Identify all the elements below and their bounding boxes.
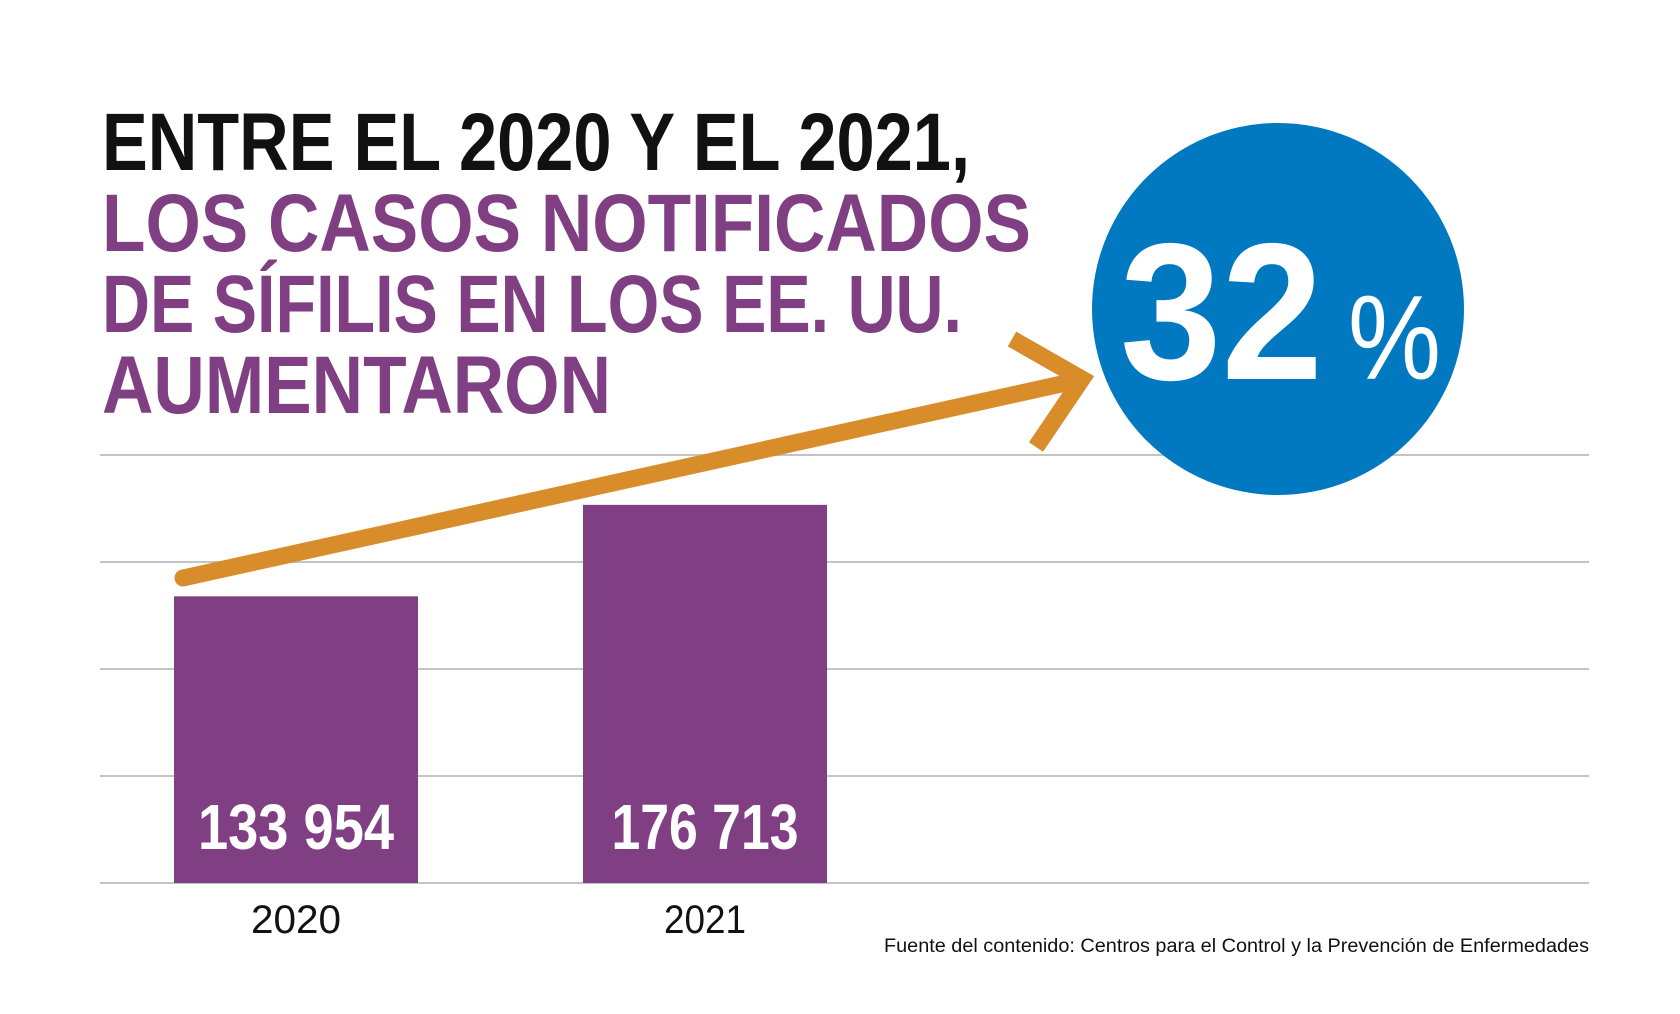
title-line-1: ENTRE EL 2020 Y EL 2021, (102, 97, 970, 188)
bars: 133 954 2020 176 713 2021 (174, 504, 827, 942)
percent-sign: % (1348, 271, 1441, 405)
bar-value-label: 176 713 (612, 791, 799, 863)
bar-2020 (174, 596, 418, 883)
title-line-4: AUMENTARON (102, 340, 611, 431)
title-line-3: DE SÍFILIS EN LOS EE. UU. (102, 259, 962, 350)
x-tick-label: 2020 (251, 898, 341, 942)
percent-circle (1092, 123, 1464, 495)
x-tick-label: 2021 (664, 898, 746, 942)
increase-arrow (174, 331, 1095, 587)
title-line-2: LOS CASOS NOTIFICADOS (102, 178, 1031, 269)
source-note: Fuente del contenido: Centros para el Co… (884, 936, 1589, 957)
bar-value-label: 133 954 (198, 791, 394, 863)
arrow-head (1007, 331, 1095, 452)
arrow-shaft (174, 372, 1084, 587)
bar-2021 (583, 504, 827, 883)
percent-number: 32 (1120, 203, 1323, 421)
